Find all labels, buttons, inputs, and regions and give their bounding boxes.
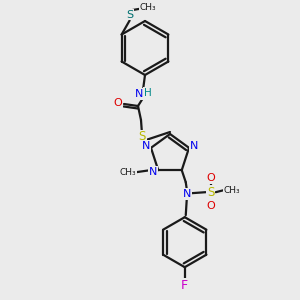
Text: H: H bbox=[144, 88, 152, 98]
Text: S: S bbox=[126, 10, 133, 20]
Text: CH₃: CH₃ bbox=[120, 168, 136, 177]
Text: N: N bbox=[149, 167, 158, 177]
Text: N: N bbox=[142, 141, 150, 151]
Text: CH₃: CH₃ bbox=[224, 186, 240, 195]
Text: O: O bbox=[206, 201, 215, 211]
Text: O: O bbox=[114, 98, 122, 108]
Text: F: F bbox=[181, 279, 188, 292]
Text: O: O bbox=[206, 173, 215, 183]
Text: N: N bbox=[135, 89, 143, 99]
Text: N: N bbox=[190, 141, 198, 151]
Text: N: N bbox=[183, 189, 191, 199]
Text: S: S bbox=[138, 130, 146, 143]
Text: S: S bbox=[207, 186, 214, 199]
Text: CH₃: CH₃ bbox=[139, 3, 156, 12]
